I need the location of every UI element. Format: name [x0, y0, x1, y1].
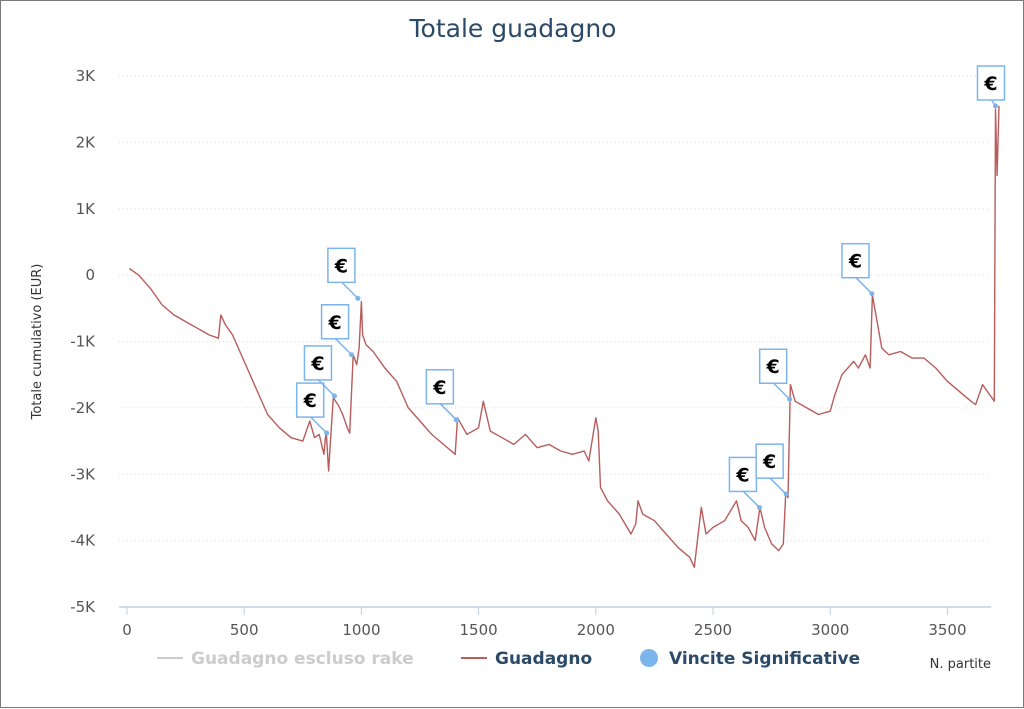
win-flag[interactable]: €: [320, 304, 355, 358]
win-point[interactable]: [756, 504, 762, 510]
y-tick-label: -4K: [70, 532, 96, 550]
win-flag-connector: [310, 416, 328, 434]
win-flag-connector: [341, 281, 359, 299]
win-point[interactable]: [355, 295, 361, 301]
y-axis-label: Totale cumulativo (EUR): [30, 264, 45, 421]
legend-label: Vincite Significative: [669, 649, 860, 669]
win-point[interactable]: [324, 430, 330, 436]
win-flag-box: [755, 443, 784, 479]
win-flag-box: [976, 65, 1006, 101]
win-flag-box: [841, 242, 870, 279]
legend-label: Guadagno: [495, 649, 592, 669]
win-flag-connector: [335, 338, 353, 356]
win-flag-connector: [855, 277, 873, 295]
win-flag-connector: [317, 379, 335, 397]
series-layer: [128, 105, 1000, 568]
win-point[interactable]: [331, 393, 337, 399]
win-point[interactable]: [349, 352, 355, 358]
win-flag[interactable]: €: [425, 369, 459, 423]
y-tick-label: -1K: [70, 333, 96, 351]
win-flag[interactable]: €: [295, 382, 330, 436]
win-flag-label: €: [983, 73, 997, 95]
grid-lines: [119, 75, 991, 542]
win-flag-label: €: [303, 390, 317, 412]
win-point[interactable]: [783, 491, 789, 497]
win-flag-box: [425, 369, 455, 405]
y-tick-label: -3K: [70, 465, 96, 483]
y-axis-ticks: 3K 2K 1K 0 -1K -2K -3K -4K -5K: [70, 67, 96, 616]
win-flag-connector: [439, 403, 457, 421]
win-point[interactable]: [453, 417, 459, 423]
win-flag-label: €: [432, 377, 446, 399]
legend-item[interactable]: Guadagno: [461, 649, 592, 669]
win-flag-label: €: [766, 356, 780, 378]
x-tick-label: 1000: [342, 621, 380, 639]
win-point[interactable]: [787, 396, 793, 402]
win-flag-box: [303, 345, 333, 381]
win-flag[interactable]: €: [758, 348, 793, 402]
y-tick-label: -5K: [70, 598, 96, 616]
series-line-guadagno: [128, 105, 1000, 568]
win-flag-box: [295, 382, 325, 418]
win-flag-box: [758, 348, 788, 384]
win-flag-label: €: [334, 255, 348, 277]
win-flag[interactable]: €: [841, 242, 875, 297]
y-tick-label: 0: [85, 266, 95, 284]
x-axis-ticks: 0 500 1000 1500 2000 2500 3000 3500: [122, 607, 967, 639]
legend-item[interactable]: Guadagno escluso rake: [157, 649, 414, 669]
win-flag-label: €: [762, 451, 776, 473]
win-flag[interactable]: €: [728, 456, 762, 510]
win-flag[interactable]: €: [755, 443, 789, 497]
x-tick-label: 0: [122, 621, 132, 639]
x-tick-label: 2500: [694, 621, 732, 639]
x-tick-label: 1500: [460, 621, 498, 639]
win-flag-connector: [742, 490, 760, 508]
win-flag[interactable]: €: [303, 345, 337, 399]
win-flag-connector: [773, 382, 791, 400]
legend: Guadagno escluso rake Guadagno Vincite Sig…: [157, 649, 860, 669]
win-flag-label: €: [848, 251, 862, 273]
x-tick-label: 3000: [811, 621, 849, 639]
y-tick-label: 1K: [76, 200, 97, 218]
y-tick-label: -2K: [70, 399, 96, 417]
x-tick-label: 500: [230, 621, 259, 639]
legend-label: Guadagno escluso rake: [191, 649, 414, 669]
win-flag[interactable]: €: [327, 247, 361, 301]
x-tick-label: 3500: [928, 621, 966, 639]
win-flag-connector: [769, 477, 787, 495]
legend-item[interactable]: Vincite Significative: [640, 649, 860, 669]
x-axis-label: N. partite: [930, 657, 991, 672]
win-point[interactable]: [992, 103, 998, 109]
y-tick-label: 3K: [76, 67, 97, 85]
legend-dot-symbol: [640, 649, 658, 667]
win-flag-label: €: [735, 464, 749, 486]
y-tick-label: 2K: [76, 133, 97, 151]
win-flag-box: [320, 304, 350, 340]
win-flag[interactable]: €: [976, 65, 1006, 109]
significant-wins-flags: €€€€€€€€€€: [295, 65, 1006, 510]
x-tick-label: 2000: [577, 621, 615, 639]
chart-title: Totale guadagno: [409, 14, 617, 43]
win-point[interactable]: [869, 291, 875, 297]
win-flag-label: €: [310, 353, 324, 375]
win-flag-label: €: [327, 312, 341, 334]
win-flag-box: [327, 247, 356, 284]
